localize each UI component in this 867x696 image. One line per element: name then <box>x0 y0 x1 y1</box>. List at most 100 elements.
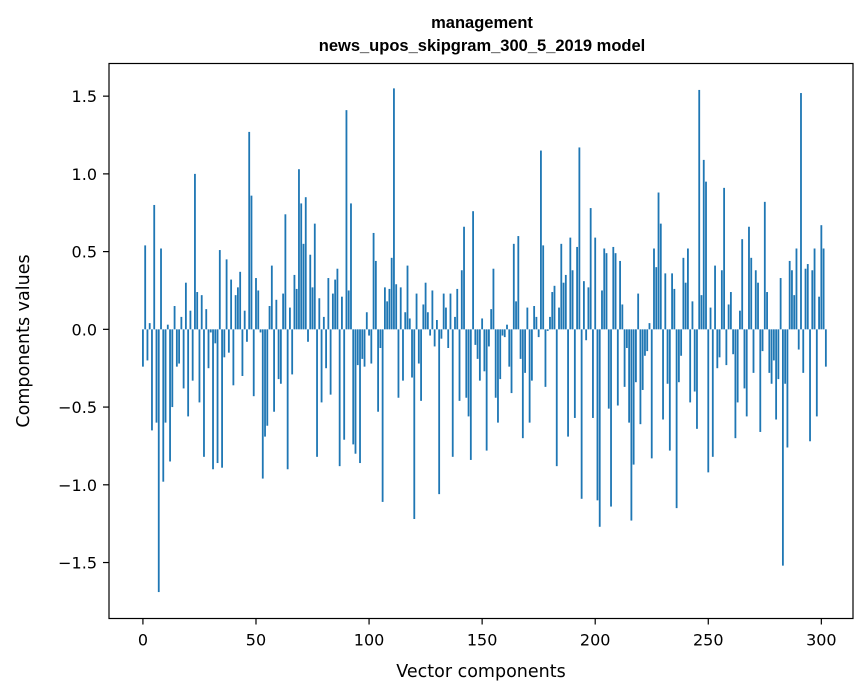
bar-component-14 <box>173 306 176 330</box>
bar-component-197 <box>587 287 590 330</box>
bar-component-205 <box>605 253 608 330</box>
bar-component-63 <box>284 214 287 330</box>
bar-component-204 <box>603 248 606 330</box>
bar-component-38 <box>227 329 230 353</box>
bar-component-238 <box>680 329 683 356</box>
bar-component-61 <box>279 329 282 384</box>
x-tick-label: 250 <box>693 631 724 650</box>
bar-component-231 <box>664 273 667 330</box>
bar-component-296 <box>811 270 814 330</box>
bar-component-137 <box>451 329 454 457</box>
bar-component-191 <box>573 329 576 418</box>
x-tick-label: 100 <box>354 631 385 650</box>
bar-component-100 <box>368 329 370 336</box>
bar-component-288 <box>793 295 796 330</box>
bar-component-49 <box>252 329 255 397</box>
bar-component-104 <box>377 329 380 412</box>
bar-component-291 <box>800 93 802 330</box>
bar-component-262 <box>734 329 737 439</box>
bar-component-179 <box>546 329 549 331</box>
bar-component-37 <box>225 259 228 330</box>
bar-component-128 <box>431 290 434 330</box>
bar-component-54 <box>264 329 266 437</box>
bar-component-82 <box>327 278 330 330</box>
bar-component-263 <box>736 329 739 403</box>
bar-component-244 <box>693 329 696 392</box>
bar-component-42 <box>237 287 239 330</box>
bar-component-265 <box>741 239 744 330</box>
bar-component-250 <box>707 329 710 473</box>
bar-component-18 <box>182 329 185 389</box>
bar-component-216 <box>630 329 633 521</box>
bar-component-257 <box>723 187 726 330</box>
bar-component-258 <box>725 329 728 366</box>
bar-component-225 <box>650 329 653 459</box>
bar-component-273 <box>759 329 762 432</box>
bar-component-33 <box>216 329 219 464</box>
bar-component-88 <box>341 296 343 330</box>
bar-component-246 <box>698 89 701 330</box>
bar-component-126 <box>426 312 429 330</box>
bar-component-198 <box>589 208 592 330</box>
bar-component-165 <box>515 301 517 330</box>
bar-component-163 <box>510 329 513 394</box>
bar-component-173 <box>533 306 536 330</box>
bar-component-74 <box>309 254 312 330</box>
bar-component-276 <box>766 292 768 330</box>
bar-component-162 <box>508 329 511 367</box>
bar-component-26 <box>200 295 203 330</box>
bar-component-32 <box>214 329 217 344</box>
bar-component-302 <box>824 329 827 367</box>
bar-component-8 <box>160 248 162 330</box>
bar-component-251 <box>709 307 712 330</box>
bar-component-169 <box>524 329 526 373</box>
bar-component-24 <box>196 292 199 330</box>
bar-component-114 <box>399 287 402 330</box>
bar-component-138 <box>454 316 456 330</box>
bar-component-89 <box>343 329 346 440</box>
bar-component-211 <box>619 260 621 330</box>
bar-component-83 <box>329 329 332 395</box>
bar-component-109 <box>388 288 391 330</box>
bar-component-249 <box>705 181 707 330</box>
bar-component-9 <box>162 329 165 482</box>
bar-component-65 <box>289 307 291 330</box>
bar-component-70 <box>300 203 303 330</box>
bar-component-188 <box>567 329 569 437</box>
bar-component-222 <box>644 329 646 356</box>
bar-component-73 <box>307 329 309 342</box>
bar-component-247 <box>700 295 703 330</box>
bar-component-261 <box>732 329 735 355</box>
bar-component-91 <box>347 290 350 330</box>
bar-component-218 <box>635 329 637 383</box>
bar-component-7 <box>157 329 160 593</box>
bar-component-186 <box>562 282 565 330</box>
y-tick-label: 0.0 <box>72 320 97 339</box>
bar-component-202 <box>598 329 601 527</box>
bar-component-57 <box>270 265 273 330</box>
bar-component-159 <box>501 329 504 336</box>
bar-component-242 <box>689 329 692 403</box>
bar-component-155 <box>492 268 495 330</box>
bar-component-175 <box>537 329 540 338</box>
bar-component-22 <box>191 329 194 381</box>
bar-component-110 <box>390 257 393 330</box>
bar-component-122 <box>417 329 420 364</box>
bar-component-184 <box>558 307 560 330</box>
bar-component-68 <box>295 288 298 330</box>
bar-component-19 <box>184 282 187 330</box>
bar-component-139 <box>456 288 459 330</box>
bar-component-181 <box>551 292 554 330</box>
bar-component-119 <box>411 329 413 378</box>
bar-component-189 <box>569 237 572 330</box>
bar-component-201 <box>596 329 599 501</box>
bar-component-210 <box>616 329 619 406</box>
bar-component-153 <box>488 329 490 347</box>
bar-component-260 <box>729 292 732 330</box>
bar-component-259 <box>727 304 730 330</box>
bar-component-94 <box>354 329 357 454</box>
bar-component-101 <box>370 329 373 364</box>
bar-component-143 <box>465 329 468 398</box>
bar-component-185 <box>560 243 563 330</box>
bar-component-150 <box>481 318 484 330</box>
